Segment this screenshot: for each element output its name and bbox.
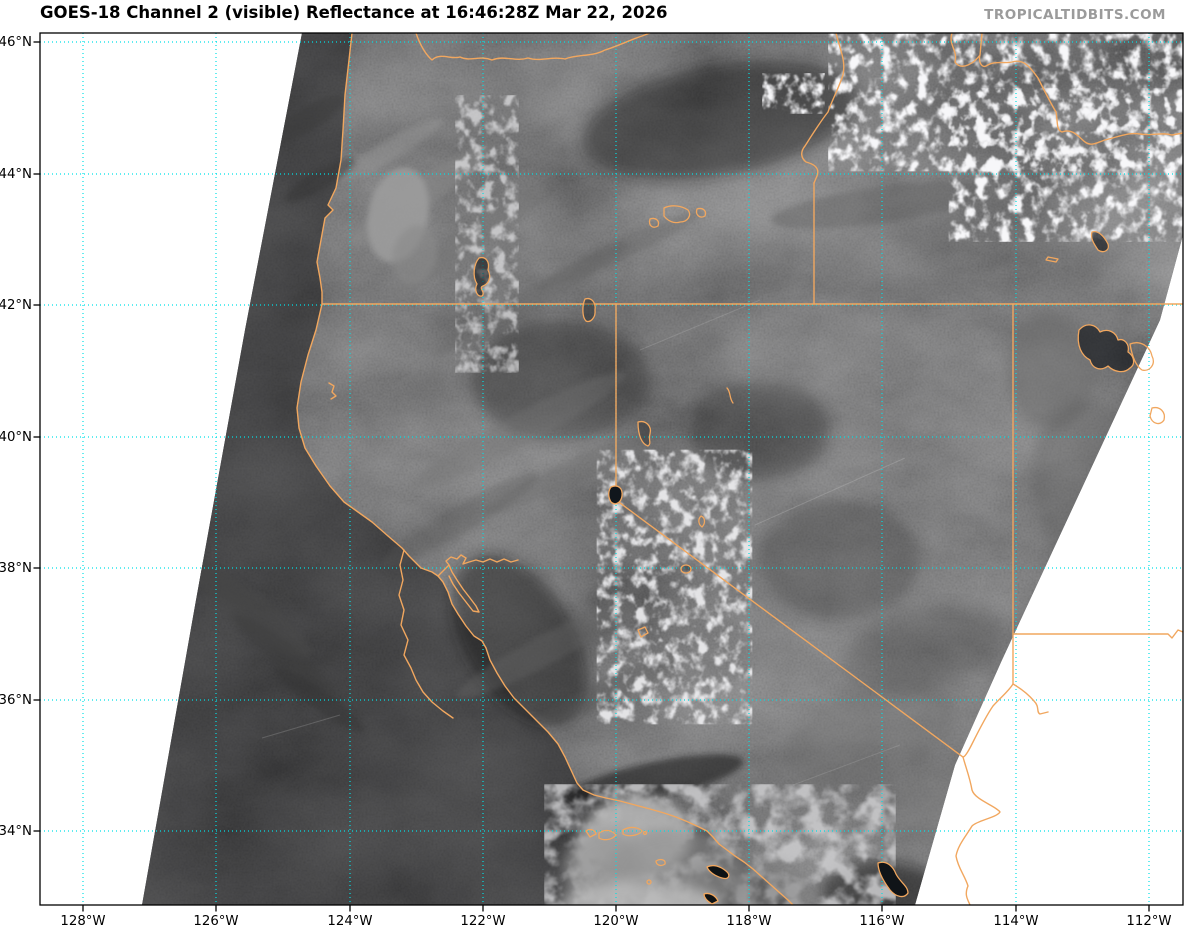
santa-rosa-island-outline — [598, 829, 617, 841]
plot-frame — [39, 32, 1184, 906]
salton-sea-outline — [877, 861, 909, 898]
great-salt-lake-outline — [1077, 324, 1135, 373]
lon-tick-label: 128°W — [60, 914, 105, 929]
sf-bay-outline — [437, 554, 519, 613]
lat-tick-label: 46°N — [0, 35, 32, 50]
lon-tick-label: 122°W — [460, 914, 505, 929]
coastline-path — [296, 33, 794, 905]
lat-tick-label: 38°N — [0, 561, 32, 576]
anacapa-island-outline — [642, 830, 648, 836]
santa-cruz-island-outline — [622, 826, 643, 837]
small-reservoir-outline — [637, 626, 649, 638]
salmon-river-path — [950, 33, 1183, 145]
snake-river-path — [801, 33, 845, 184]
pyramid-lake-outline — [637, 420, 652, 447]
lon-tick-label: 112°W — [1126, 914, 1171, 929]
lat-tick-label: 34°N — [0, 824, 32, 839]
mono-lake-outline — [680, 564, 692, 574]
upper-klamath-lake-outline — [473, 256, 491, 297]
satellite-swath-imagery — [142, 33, 1183, 905]
lon-tick-label: 120°W — [593, 914, 638, 929]
offshore-state-boundary — [398, 549, 454, 719]
tropicaltidbits-watermark: TROPICALTIDBITS.COM — [984, 7, 1166, 23]
lon-tick-label: 118°W — [726, 914, 771, 929]
walker-lake-outline — [698, 515, 706, 528]
malheur-lake-outline — [648, 205, 707, 228]
lon-tick-label: 114°W — [993, 914, 1038, 929]
page-title: GOES-18 Channel 2 (visible) Reflectance … — [40, 3, 668, 22]
channel-islands — [585, 826, 730, 905]
lon-tick-label: 124°W — [327, 914, 372, 929]
goose-lake-outline — [582, 297, 596, 323]
rye-patch-reservoir-outline — [726, 387, 734, 404]
great-salt-lake-east-outline — [1129, 342, 1154, 371]
lon-tick-label: 126°W — [193, 914, 238, 929]
santa-barbara-island-outline — [646, 879, 652, 885]
lake-tahoe-outline — [608, 485, 623, 505]
snow-texture — [458, 35, 1183, 712]
san-clemente-island-outline — [703, 892, 719, 905]
lat-tick-label: 44°N — [0, 167, 32, 182]
san-nicolas-island-outline — [655, 858, 666, 867]
lake-walcott-outline — [1045, 256, 1059, 263]
san-miguel-island-outline — [585, 828, 597, 838]
lon-tick-label: 116°W — [859, 914, 904, 929]
map-overlay — [296, 33, 1183, 905]
humboldt-bay-outline — [328, 382, 337, 400]
american-falls-reservoir-outline — [1090, 230, 1110, 253]
santa-catalina-island-outline — [706, 864, 730, 880]
lat-tick-label: 36°N — [0, 693, 32, 708]
lakes — [473, 205, 1166, 898]
utah-lake-outline — [1149, 406, 1166, 425]
colorado-river-path — [955, 683, 1049, 905]
lat-tick-label: 42°N — [0, 298, 32, 313]
axis-labels: 46°N 44°N 42°N 40°N 38°N 36°N 34°N 128°W… — [0, 35, 1172, 929]
utah-arizona-border — [1012, 629, 1183, 639]
axis-ticks — [33, 41, 1150, 912]
columbia-river-path — [415, 33, 651, 61]
lat-tick-label: 40°N — [0, 430, 32, 445]
